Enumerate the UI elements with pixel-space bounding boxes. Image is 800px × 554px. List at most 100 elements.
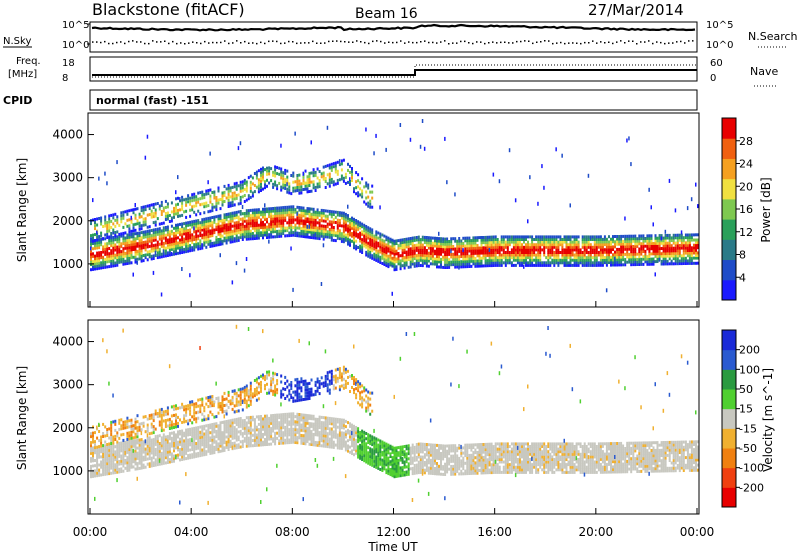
heatmap-cell [616, 258, 619, 262]
heatmap-cell [610, 261, 612, 264]
nsearch-point [328, 40, 330, 43]
heatmap-cell [573, 248, 576, 252]
heatmap-cell [363, 185, 366, 189]
heatmap-cell [203, 442, 206, 446]
heatmap-cell [549, 235, 552, 239]
heatmap-cell [134, 213, 137, 217]
heatmap-cell [664, 246, 667, 250]
heatmap-cell [225, 187, 228, 191]
heatmap-cell [448, 260, 451, 264]
heatmap-cell [472, 262, 475, 266]
heatmap-cell [660, 236, 663, 241]
heatmap-cell [148, 464, 151, 468]
heatmap-cell [593, 240, 596, 244]
heatmap-cell [336, 178, 339, 182]
heatmap-cell [411, 257, 414, 261]
nsearch-point [140, 41, 142, 43]
heatmap-cell [209, 209, 212, 213]
heatmap-cell [140, 438, 143, 442]
heatmap-cell [296, 226, 299, 230]
heatmap-cell [518, 245, 521, 249]
heatmap-cell [359, 244, 362, 248]
heatmap-cell [114, 438, 117, 441]
heatmap-cell [650, 244, 653, 248]
heatmap-cell [264, 233, 266, 237]
heatmap-cell [686, 251, 689, 255]
heatmap-cell [605, 261, 608, 265]
heatmap-cell [393, 268, 396, 272]
heatmap-cell [498, 245, 501, 249]
heatmap-cell [201, 223, 204, 227]
heatmap-cell [260, 170, 262, 174]
heatmap-cell [605, 248, 608, 252]
heatmap-cell [181, 445, 184, 448]
heatmap-cell [359, 247, 362, 251]
heatmap-cell [134, 449, 137, 453]
heatmap-cell [231, 237, 234, 241]
heatmap-cell [156, 445, 159, 448]
heatmap-cell [195, 240, 198, 244]
heatmap-cell [92, 459, 94, 463]
heatmap-cell [138, 227, 141, 231]
heatmap-cell [209, 194, 212, 198]
heatmap-cell [456, 265, 459, 269]
heatmap-cell [620, 242, 623, 246]
heatmap-cell [541, 238, 544, 241]
heatmap-cell [237, 202, 240, 206]
heatmap-cell [541, 164, 543, 169]
heatmap-cell [268, 228, 271, 231]
heatmap-cell [130, 235, 133, 239]
heatmap-cell [648, 247, 651, 251]
heatmap-cell [199, 425, 202, 429]
nsearch-point [428, 41, 430, 44]
heatmap-cell [379, 235, 382, 239]
heatmap-cell [545, 238, 548, 241]
heatmap-cell [371, 231, 374, 234]
heatmap-cell [251, 226, 254, 230]
heatmap-cell [608, 253, 610, 257]
heatmap-cell [431, 259, 434, 263]
heatmap-cell [308, 230, 311, 234]
heatmap-cell [369, 248, 372, 251]
heatmap-cell [595, 258, 598, 262]
heatmap-cell [255, 208, 258, 212]
heatmap-cell [130, 215, 132, 220]
heatmap-cell [648, 234, 651, 238]
heatmap-cell [571, 235, 574, 239]
heatmap-cell [632, 255, 635, 259]
heatmap-cell [686, 241, 689, 245]
heatmap-cell [581, 238, 584, 241]
heatmap-cell [690, 261, 693, 265]
heatmap-cell [138, 443, 141, 447]
heatmap-cell [543, 185, 545, 190]
heatmap-cell [175, 223, 177, 227]
heatmap-cell [98, 448, 101, 451]
heatmap-cell [154, 211, 157, 215]
heatmap-cell [209, 188, 212, 192]
heatmap-cell [351, 173, 353, 176]
heatmap-cell [488, 261, 491, 265]
heatmap-cell [219, 444, 222, 448]
heatmap-cell [599, 258, 602, 262]
heatmap-cell [166, 228, 169, 232]
heatmap-cell [361, 238, 364, 242]
heatmap-cell [369, 245, 372, 249]
heatmap-cell [555, 248, 558, 252]
heatmap-cell [211, 223, 214, 227]
heatmap-cell [462, 254, 465, 258]
heatmap-cell [158, 235, 161, 238]
heatmap-cell [678, 262, 681, 266]
heatmap-cell [102, 261, 105, 264]
heatmap-cell [193, 245, 196, 249]
heatmap-cell [282, 180, 285, 184]
heatmap-cell [227, 238, 230, 242]
heatmap-cell [684, 243, 687, 247]
heatmap-cell [90, 246, 92, 251]
heatmap-cell [278, 206, 281, 210]
heatmap-cell [140, 209, 143, 213]
heatmap-cell [94, 246, 96, 250]
heatmap-cell [664, 234, 667, 237]
heatmap-cell [330, 212, 333, 216]
heatmap-cell [328, 212, 331, 216]
heatmap-cell [124, 453, 127, 457]
